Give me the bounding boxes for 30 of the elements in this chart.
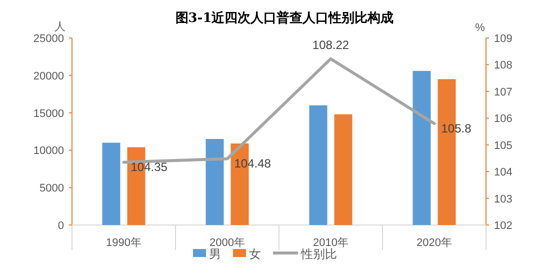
y-tick-label: 0 — [58, 220, 64, 232]
y2-tick-label: 103 — [494, 193, 512, 206]
bar — [412, 70, 431, 225]
x-tick-label: 1990年 — [106, 237, 142, 249]
bar — [334, 114, 352, 225]
bar — [102, 142, 120, 225]
y2-tick-label: 102 — [494, 220, 512, 232]
y2-tick-label: 105 — [494, 140, 512, 152]
x-tick-label: 2010年 — [313, 237, 348, 249]
y-tick-label: 15000 — [33, 108, 64, 120]
y-axis-title: 人 — [54, 21, 66, 33]
legend-label: 性别比 — [300, 247, 337, 261]
y-tick-label: 20000 — [33, 70, 64, 82]
y-tick-label: 25000 — [33, 33, 64, 45]
x-tick-label: 2020年 — [416, 237, 452, 249]
legend-label: 男 — [209, 247, 221, 261]
legend-label: 女 — [249, 247, 261, 261]
bar — [206, 138, 224, 225]
y-tick-label: 10000 — [33, 145, 64, 158]
y2-axis-title: % — [475, 22, 486, 34]
chart-title: 图3-1近四次人口普查人口性别比构成 — [175, 10, 394, 26]
y2-tick-label: 106 — [494, 113, 512, 126]
y-tick-label: 5000 — [40, 182, 64, 195]
data-label: 108.22 — [312, 38, 350, 52]
x-tick-label: 2000年 — [210, 237, 245, 249]
y2-tick-label: 109 — [494, 33, 512, 45]
bar — [309, 105, 328, 225]
y2-tick-label: 108 — [494, 60, 512, 72]
y2-tick-label: 107 — [494, 86, 512, 98]
y2-tick-label: 104 — [494, 166, 512, 179]
